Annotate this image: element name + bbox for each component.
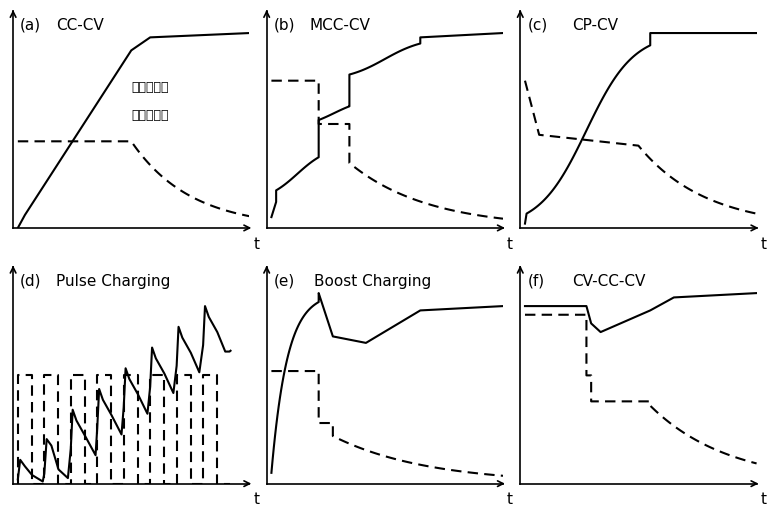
Text: (d): (d): [20, 273, 42, 288]
Text: CP-CV: CP-CV: [572, 18, 618, 33]
Text: 虚线：电流: 虚线：电流: [131, 109, 168, 122]
Text: 实线：电压: 实线：电压: [131, 81, 168, 94]
Text: (f): (f): [528, 273, 545, 288]
Text: (a): (a): [20, 18, 41, 33]
Text: t: t: [507, 492, 513, 507]
Text: MCC-CV: MCC-CV: [309, 18, 370, 33]
Text: t: t: [254, 492, 259, 507]
Text: Boost Charging: Boost Charging: [314, 273, 431, 288]
Text: Pulse Charging: Pulse Charging: [56, 273, 170, 288]
Text: (e): (e): [274, 273, 295, 288]
Text: t: t: [760, 492, 767, 507]
Text: CC-CV: CC-CV: [56, 18, 103, 33]
Text: CV-CC-CV: CV-CC-CV: [572, 273, 646, 288]
Text: t: t: [254, 237, 259, 252]
Text: (b): (b): [274, 18, 296, 33]
Text: (c): (c): [528, 18, 548, 33]
Text: t: t: [507, 237, 513, 252]
Text: t: t: [760, 237, 767, 252]
